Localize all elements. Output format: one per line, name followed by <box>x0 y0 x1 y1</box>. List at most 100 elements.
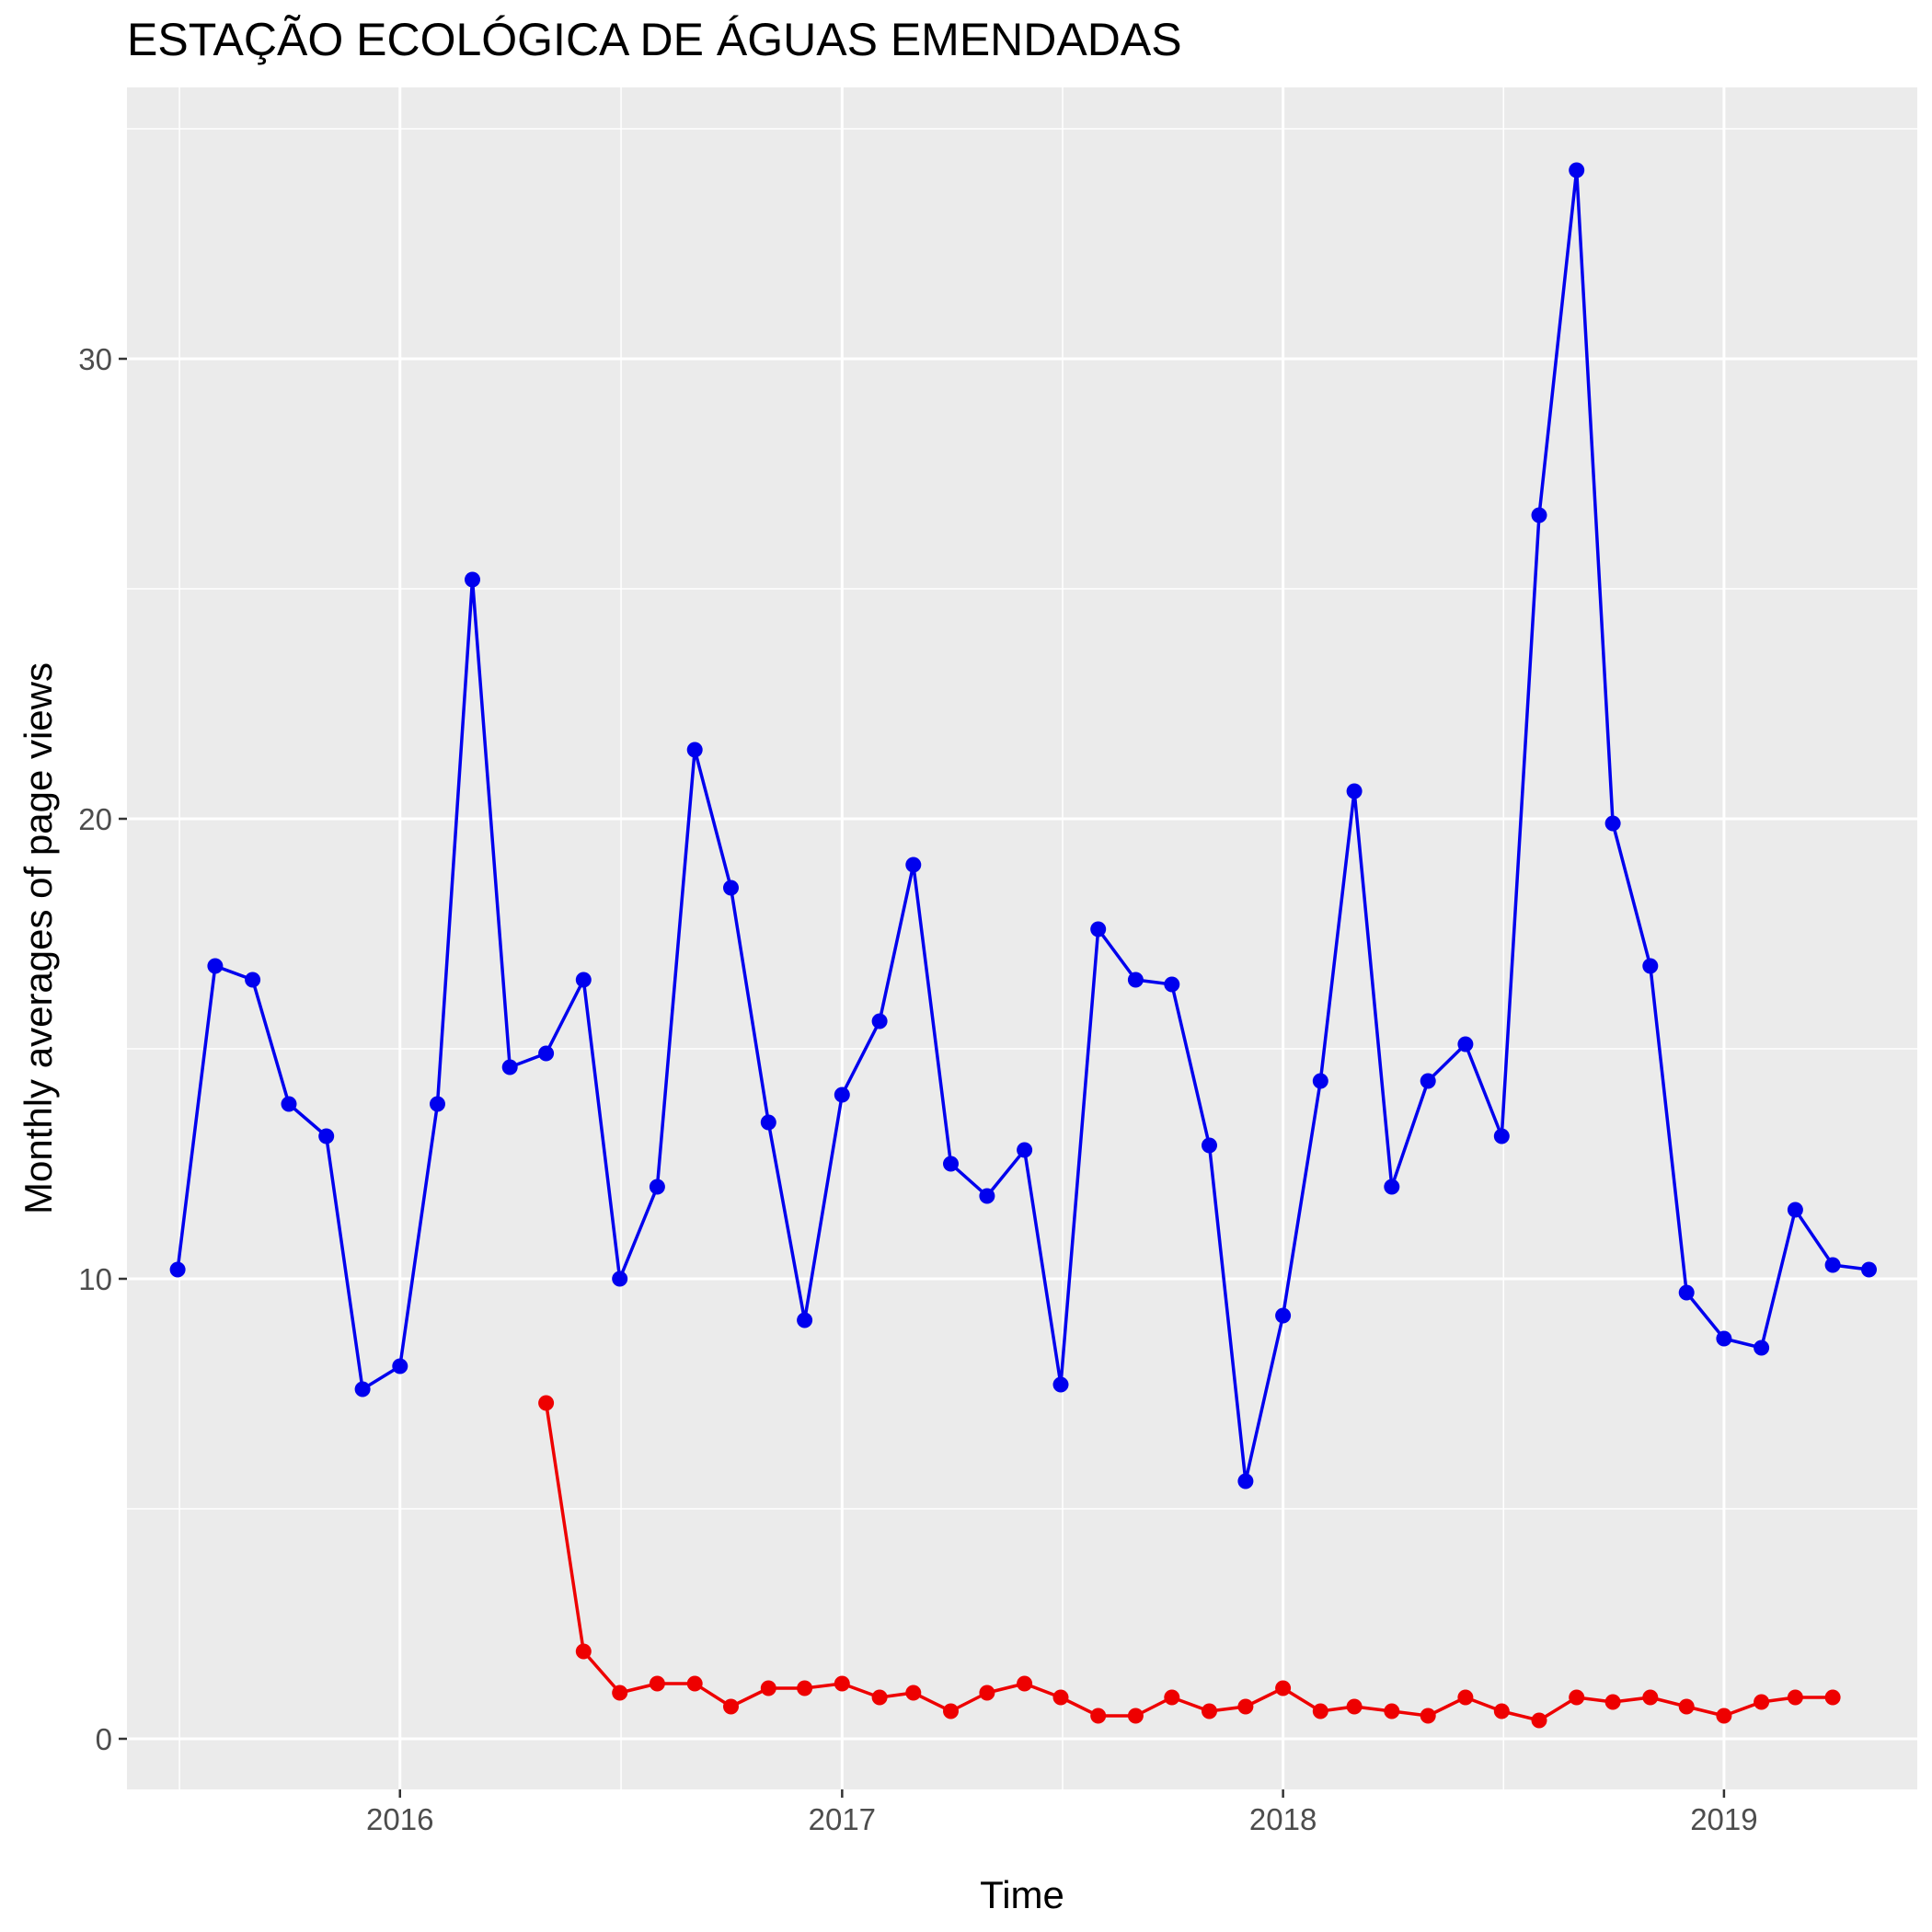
data-point-series-1 <box>871 1013 888 1029</box>
x-tick-label: 2017 <box>809 1802 876 1836</box>
data-point-series-2 <box>1604 1694 1621 1710</box>
data-point-series-2 <box>871 1689 888 1706</box>
data-point-series-1 <box>1569 162 1585 178</box>
data-point-series-2 <box>1237 1698 1254 1715</box>
data-point-series-2 <box>649 1675 665 1692</box>
data-point-series-1 <box>1604 815 1621 832</box>
data-point-series-1 <box>169 1261 186 1278</box>
data-point-series-1 <box>1202 1137 1217 1154</box>
data-point-series-1 <box>1346 783 1363 799</box>
data-point-series-1 <box>318 1128 335 1144</box>
data-point-series-1 <box>1754 1340 1770 1356</box>
data-point-series-1 <box>1457 1036 1474 1052</box>
data-point-series-1 <box>1384 1179 1400 1195</box>
data-point-series-2 <box>538 1395 555 1411</box>
data-point-series-2 <box>1642 1689 1659 1706</box>
data-point-series-2 <box>1384 1703 1400 1719</box>
data-point-series-1 <box>1090 921 1107 937</box>
x-axis-title: Time <box>980 1873 1064 1916</box>
data-point-series-2 <box>1346 1698 1363 1715</box>
data-point-series-1 <box>501 1059 518 1075</box>
data-point-series-1 <box>354 1381 371 1397</box>
data-point-series-2 <box>1787 1689 1803 1706</box>
data-point-series-1 <box>1861 1261 1877 1278</box>
y-axis-title: Monthly averages of page views <box>17 662 60 1214</box>
chart-title: ESTAÇÃO ECOLÓGICA DE ÁGUAS EMENDADAS <box>127 14 1182 65</box>
data-point-series-1 <box>1531 507 1547 523</box>
data-point-series-1 <box>1716 1330 1732 1347</box>
grid-minor <box>127 87 1917 1789</box>
data-point-series-1 <box>1275 1307 1292 1324</box>
data-point-series-1 <box>1052 1376 1069 1393</box>
data-point-series-2 <box>1754 1694 1770 1710</box>
data-point-series-2 <box>1824 1689 1841 1706</box>
data-point-series-1 <box>1237 1473 1254 1489</box>
data-point-series-2 <box>797 1680 813 1696</box>
data-point-series-1 <box>465 571 480 588</box>
series-layer <box>169 162 1877 1729</box>
data-point-series-1 <box>686 742 703 758</box>
grid-major <box>127 87 1917 1789</box>
y-tick-label: 10 <box>78 1262 112 1296</box>
data-point-series-2 <box>1716 1708 1732 1724</box>
data-point-series-1 <box>575 972 592 988</box>
y-tick-label: 30 <box>78 342 112 376</box>
x-tick-label: 2018 <box>1249 1802 1317 1836</box>
data-point-series-2 <box>1493 1703 1510 1719</box>
data-point-series-1 <box>612 1271 628 1287</box>
data-point-series-2 <box>834 1675 850 1692</box>
data-point-series-1 <box>1493 1128 1510 1144</box>
data-point-series-2 <box>1202 1703 1217 1719</box>
data-point-series-2 <box>1420 1708 1436 1724</box>
data-point-series-1 <box>1017 1142 1033 1158</box>
data-point-series-1 <box>538 1045 555 1062</box>
plot-panel <box>127 87 1917 1789</box>
data-point-series-1 <box>1824 1257 1841 1273</box>
data-point-series-2 <box>1275 1680 1292 1696</box>
data-point-series-2 <box>905 1685 922 1701</box>
data-point-series-2 <box>686 1675 703 1692</box>
data-point-series-2 <box>979 1685 995 1701</box>
data-point-series-2 <box>723 1698 739 1715</box>
data-point-series-1 <box>649 1179 665 1195</box>
data-point-series-1 <box>905 857 922 873</box>
data-point-series-1 <box>281 1096 297 1112</box>
data-point-series-1 <box>1164 976 1180 993</box>
data-point-series-2 <box>1052 1689 1069 1706</box>
data-point-series-1 <box>1787 1202 1803 1218</box>
data-point-series-2 <box>760 1680 776 1696</box>
data-point-series-1 <box>1312 1073 1328 1089</box>
data-point-series-1 <box>392 1358 408 1374</box>
data-point-series-2 <box>612 1685 628 1701</box>
x-tick-label: 2016 <box>366 1802 433 1836</box>
axes-layer: 0 10 20 30 2016 2017 2018 2019 <box>78 342 1757 1836</box>
data-point-series-2 <box>1164 1689 1180 1706</box>
y-tick-label: 20 <box>78 802 112 836</box>
data-point-series-1 <box>1420 1073 1436 1089</box>
data-point-series-1 <box>1642 958 1659 974</box>
data-point-series-1 <box>207 958 224 974</box>
data-point-series-1 <box>723 880 739 896</box>
data-point-series-1 <box>245 972 261 988</box>
data-point-series-2 <box>1017 1675 1033 1692</box>
data-point-series-1 <box>943 1156 959 1172</box>
data-point-series-1 <box>760 1114 776 1131</box>
data-point-series-2 <box>1090 1708 1107 1724</box>
data-point-series-2 <box>1457 1689 1474 1706</box>
data-point-series-2 <box>575 1643 592 1660</box>
data-point-series-1 <box>797 1312 813 1328</box>
data-point-series-1 <box>834 1087 850 1103</box>
y-tick-label: 0 <box>96 1722 112 1756</box>
data-point-series-1 <box>1678 1284 1695 1301</box>
data-point-series-2 <box>1569 1689 1585 1706</box>
data-point-series-2 <box>1531 1712 1547 1729</box>
data-point-series-2 <box>1127 1708 1144 1724</box>
data-point-series-1 <box>1127 972 1144 988</box>
x-tick-label: 2019 <box>1690 1802 1757 1836</box>
data-point-series-1 <box>430 1096 445 1112</box>
data-point-series-2 <box>1312 1703 1328 1719</box>
data-point-series-1 <box>979 1188 995 1204</box>
data-point-series-2 <box>1678 1698 1695 1715</box>
data-point-series-2 <box>943 1703 959 1719</box>
